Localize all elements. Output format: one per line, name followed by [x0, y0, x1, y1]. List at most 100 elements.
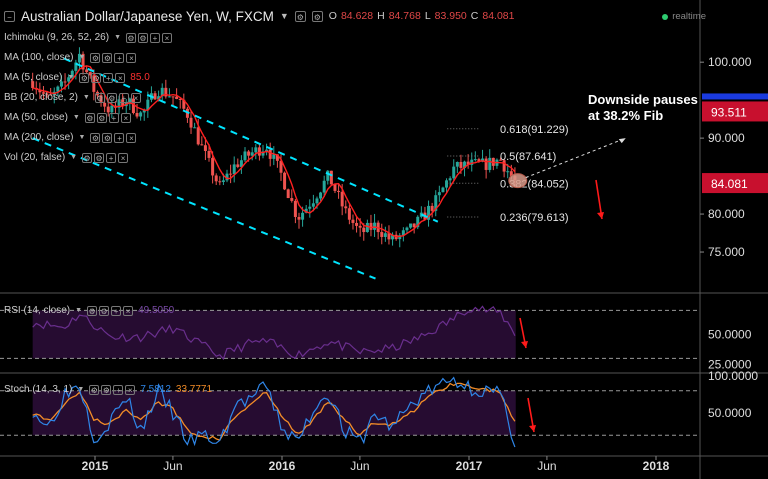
rsi-panel-legend[interactable]: RSI (14, close) ▼ ⚙ ⚙ + × 49.5050: [4, 305, 174, 316]
close-icon[interactable]: ×: [120, 112, 131, 123]
settings-icon[interactable]: ⚙: [94, 92, 105, 103]
plus-icon[interactable]: +: [150, 32, 160, 43]
settings-icon[interactable]: ⚙: [90, 52, 101, 63]
down-arrow-icon: [597, 212, 604, 219]
candle-body: [243, 151, 247, 161]
stoch-panel-legend[interactable]: Stoch (14, 3, 1) ▼ ⚙ ⚙ + × 7.5812 33.777…: [4, 384, 212, 395]
price-badge: [702, 173, 768, 194]
chevron-down-icon[interactable]: ▼: [72, 114, 80, 121]
candle-body: [164, 87, 168, 97]
chevron-down-icon[interactable]: ▼: [75, 307, 83, 314]
candle-body: [229, 173, 233, 175]
y-tick-label: 90.000: [708, 131, 745, 145]
fib-level-label: 0.5(87.641): [500, 151, 556, 163]
plus-icon[interactable]: +: [114, 132, 125, 143]
settings-icon[interactable]: ⚙: [84, 112, 95, 123]
ohlc-close-key: C: [470, 10, 479, 22]
candle-body: [106, 106, 110, 113]
close-icon[interactable]: ×: [118, 152, 129, 163]
close-icon[interactable]: ×: [126, 52, 137, 63]
indicator-row[interactable]: Ichimoku (9, 26, 52, 26) ▼ ⚙ ⚙ + ×: [4, 32, 172, 43]
plus-icon[interactable]: +: [114, 52, 125, 63]
close-icon[interactable]: ×: [162, 32, 172, 43]
candle-body: [373, 222, 377, 230]
ohlc-open: 84.628: [340, 10, 374, 22]
gear-icon[interactable]: ⚙: [102, 132, 113, 143]
gear-icon[interactable]: ⚙: [99, 305, 110, 316]
candle-body: [178, 98, 182, 100]
close-icon[interactable]: ×: [115, 72, 126, 83]
settings-icon[interactable]: ⚙: [90, 132, 101, 143]
candle-body: [319, 192, 323, 199]
plus-icon[interactable]: +: [108, 112, 119, 123]
candle-body: [290, 198, 294, 201]
candle-body: [74, 62, 78, 71]
chevron-down-icon[interactable]: ▼: [82, 94, 90, 101]
candle-body: [355, 222, 359, 226]
candle-body: [103, 102, 107, 107]
candle-body: [88, 72, 92, 76]
settings-icon[interactable]: ⚙: [294, 10, 306, 22]
x-tick-label: 2018: [643, 459, 670, 473]
chevron-down-icon[interactable]: ▼: [279, 11, 289, 21]
candle-body: [437, 192, 441, 196]
indicator-row[interactable]: MA (100, close) ▼ ⚙ ⚙ + ×: [4, 52, 137, 63]
chevron-down-icon[interactable]: ▼: [78, 54, 86, 61]
close-icon[interactable]: ×: [126, 132, 137, 143]
chevron-down-icon[interactable]: ▼: [114, 34, 121, 41]
candle-body: [329, 170, 333, 185]
plus-icon[interactable]: +: [111, 305, 122, 316]
collapse-icon[interactable]: −: [4, 10, 15, 22]
chart-header: − Australian Dollar/Japanese Yen, W, FXC…: [4, 8, 515, 24]
gear-icon[interactable]: ⚙: [94, 152, 105, 163]
candle-body: [175, 96, 179, 99]
candle-body: [236, 164, 240, 167]
rsi-label: RSI (14, close): [4, 305, 71, 316]
gear-icon[interactable]: ⚙: [91, 72, 102, 83]
settings-icon[interactable]: ⚙: [82, 152, 93, 163]
gear-icon[interactable]: ⚙: [96, 112, 107, 123]
candle-body: [409, 223, 413, 228]
plus-icon[interactable]: +: [103, 72, 114, 83]
candle-body: [153, 93, 157, 100]
channel-line: [63, 57, 439, 223]
gear-icon[interactable]: ⚙: [311, 10, 323, 22]
settings-icon[interactable]: ⚙: [79, 72, 90, 83]
candle-body: [275, 154, 279, 161]
gear-icon[interactable]: ⚙: [138, 32, 148, 43]
price-badge-label: 93.511: [711, 105, 747, 119]
candle-body: [297, 216, 301, 220]
close-icon[interactable]: ×: [123, 305, 134, 316]
close-icon[interactable]: ×: [125, 384, 136, 395]
chevron-down-icon[interactable]: ▼: [70, 154, 78, 161]
settings-icon[interactable]: ⚙: [126, 32, 136, 43]
indicator-row[interactable]: MA (200, close) ▼ ⚙ ⚙ + ×: [4, 132, 137, 143]
candle-body: [218, 181, 222, 183]
settings-icon[interactable]: ⚙: [89, 384, 100, 395]
ma5-line: [32, 65, 516, 238]
candle-body: [265, 149, 269, 152]
candle-body: [196, 127, 200, 145]
indicator-row[interactable]: MA (50, close) ▼ ⚙ ⚙ + ×: [4, 112, 131, 123]
plus-icon[interactable]: +: [118, 92, 129, 103]
candle-body: [499, 159, 503, 161]
close-icon[interactable]: ×: [130, 92, 141, 103]
ohlc-low: 83.950: [434, 10, 467, 22]
candle-body: [95, 91, 99, 96]
gear-icon[interactable]: ⚙: [101, 384, 112, 395]
candle-body: [45, 93, 49, 95]
candle-body: [484, 158, 488, 170]
indicator-row[interactable]: MA (5, close) ▼ ⚙ ⚙ + × 85.0: [4, 72, 150, 83]
chevron-down-icon[interactable]: ▼: [78, 134, 86, 141]
indicator-row[interactable]: Vol (20, false) ▼ ⚙ ⚙ + ×: [4, 152, 129, 163]
chevron-down-icon[interactable]: ▼: [67, 74, 75, 81]
gear-icon[interactable]: ⚙: [102, 52, 113, 63]
indicator-row[interactable]: BB (20, close, 2) ▼ ⚙ ⚙ + ×: [4, 92, 141, 103]
chevron-down-icon[interactable]: ▼: [77, 386, 85, 393]
plus-icon[interactable]: +: [113, 384, 124, 395]
candle-body: [362, 227, 366, 233]
settings-icon[interactable]: ⚙: [87, 305, 98, 316]
gear-icon[interactable]: ⚙: [106, 92, 117, 103]
plus-icon[interactable]: +: [106, 152, 117, 163]
